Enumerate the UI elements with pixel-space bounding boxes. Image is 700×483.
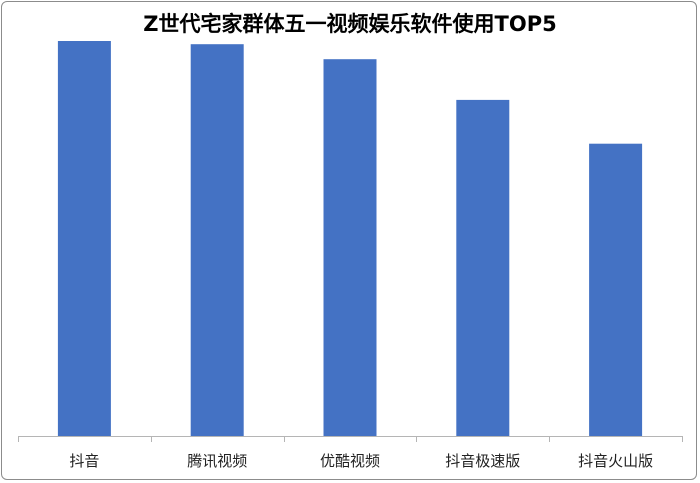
bars-group [57,41,643,437]
x-axis-ticks [18,436,683,442]
x-tick-label: 抖音极速版 [445,452,520,470]
bar [57,41,111,436]
x-tick-label: 优酷视频 [320,452,380,470]
bar [190,44,244,436]
x-tick-label: 抖音火山版 [578,452,653,470]
bar [323,59,377,436]
x-tick-label: 抖音 [69,452,99,470]
x-axis-labels: 抖音 腾讯视频 优酷视频 抖音极速版 抖音火山版 [69,452,653,470]
bar [456,99,510,437]
x-tick-label: 腾讯视频 [187,452,247,470]
bar [589,143,643,436]
chart-title: Z世代宅家群体五一视频娱乐软件使用TOP5 [143,12,557,36]
